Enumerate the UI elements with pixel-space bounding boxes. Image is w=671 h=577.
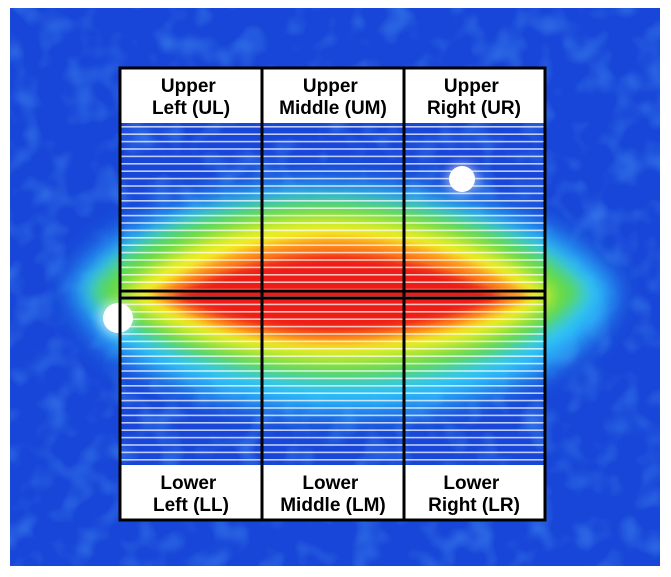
region-label-ul: Upper Left (UL) bbox=[152, 76, 230, 119]
stripe-line bbox=[120, 229, 545, 232]
stripe-line bbox=[120, 244, 545, 246]
stripe-line bbox=[120, 177, 545, 180]
stripe-line bbox=[120, 436, 545, 439]
region-label-ul-line1: Upper bbox=[161, 76, 217, 97]
stripe-line bbox=[120, 140, 545, 143]
stripe-line bbox=[120, 444, 545, 446]
stripe-line bbox=[120, 333, 545, 335]
stripe-line bbox=[120, 385, 545, 387]
stripe-line bbox=[120, 126, 545, 128]
region-label-um-line1: Upper bbox=[303, 76, 359, 97]
stripe-line bbox=[120, 155, 545, 158]
stripe-line bbox=[120, 318, 545, 320]
stripe-line bbox=[120, 325, 545, 328]
region-label-lm-line1: Lower bbox=[302, 473, 359, 494]
stripe-line bbox=[120, 429, 545, 431]
stripe-line bbox=[120, 237, 545, 239]
stripe-line bbox=[120, 185, 545, 187]
stripe-line bbox=[120, 399, 545, 402]
stripe-line bbox=[120, 214, 545, 217]
stripe-line bbox=[120, 340, 545, 343]
label-panels bbox=[120, 68, 545, 520]
stripe-line bbox=[120, 414, 545, 417]
stripe-line bbox=[120, 362, 545, 365]
stripe-line bbox=[120, 459, 545, 461]
region-label-ur: Upper Right (UR) bbox=[427, 76, 521, 119]
stripe-line bbox=[120, 259, 545, 261]
stripe-line bbox=[120, 266, 545, 269]
stripe-line bbox=[120, 200, 545, 202]
region-grid bbox=[118, 66, 547, 522]
stripe-line bbox=[120, 370, 545, 372]
stripe-line bbox=[120, 348, 545, 350]
region-label-ll: Lower Left (LL) bbox=[153, 473, 229, 516]
stripe-line bbox=[120, 192, 545, 195]
stripe-overlay bbox=[120, 126, 545, 461]
region-label-lm: Lower Middle (LM) bbox=[280, 473, 386, 516]
region-label-lr-line1: Lower bbox=[443, 473, 500, 494]
region-label-lr: Lower Right (LR) bbox=[428, 473, 520, 516]
stripe-line bbox=[120, 392, 545, 394]
stripe-line bbox=[120, 303, 545, 306]
stripe-line bbox=[120, 451, 545, 454]
heatmap-figure: Upper Left (UL) Upper Middle (UM) Upper … bbox=[10, 8, 660, 566]
stripe-line bbox=[120, 377, 545, 380]
stripe-line bbox=[120, 207, 545, 209]
stripe-line bbox=[120, 163, 545, 165]
upper-label-panel bbox=[120, 68, 545, 123]
bright-source-left-edge-core bbox=[103, 303, 133, 333]
region-label-ur-line2: Right (UR) bbox=[427, 98, 521, 119]
stripe-line bbox=[120, 355, 545, 357]
lower-label-panel bbox=[120, 465, 545, 520]
stripe-line bbox=[120, 311, 545, 313]
region-label-ul-line2: Left (UL) bbox=[152, 98, 230, 119]
stripe-line bbox=[120, 170, 545, 172]
stripe-line bbox=[120, 274, 545, 276]
blob-red-layer bbox=[170, 254, 505, 333]
region-label-ll-line2: Left (LL) bbox=[153, 495, 229, 516]
region-label-ur-line1: Upper bbox=[444, 76, 500, 97]
stripe-line bbox=[120, 148, 545, 150]
region-label-um-line2: Middle (UM) bbox=[279, 98, 387, 119]
stripe-line bbox=[120, 407, 545, 409]
stripe-line bbox=[120, 222, 545, 224]
stripe-line bbox=[120, 281, 545, 283]
region-label-ll-line1: Lower bbox=[160, 473, 217, 494]
region-label-um: Upper Middle (UM) bbox=[279, 76, 387, 119]
stripe-line bbox=[120, 133, 545, 135]
stripe-line bbox=[120, 422, 545, 424]
region-label-lr-line2: Right (LR) bbox=[428, 495, 520, 516]
region-label-lm-line2: Middle (LM) bbox=[280, 495, 386, 516]
stripe-line bbox=[120, 251, 545, 254]
grid-outer-border bbox=[118, 66, 547, 522]
